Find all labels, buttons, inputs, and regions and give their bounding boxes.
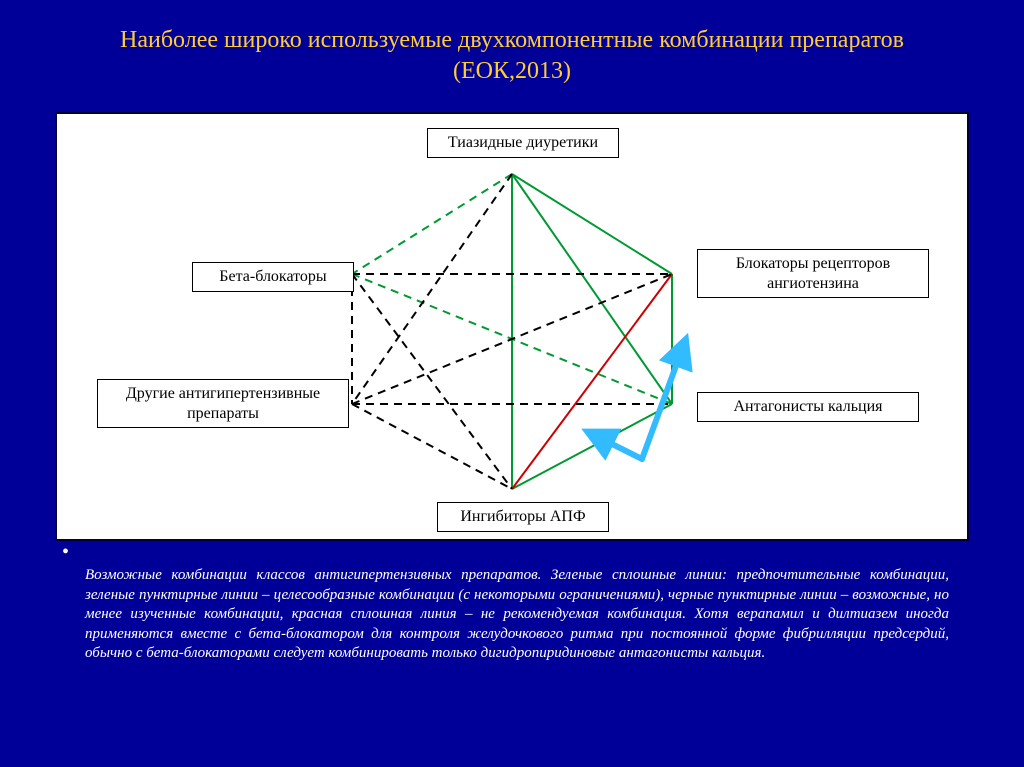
diagram-container: Тиазидные диуретики Блокаторы рецепторов … xyxy=(55,112,969,541)
node-label-top: Тиазидные диуретики xyxy=(427,128,619,157)
bullet-icon: • xyxy=(62,541,69,564)
node-label-tl: Бета-блокаторы xyxy=(192,262,354,291)
edge-top-br xyxy=(512,174,672,404)
highlight-arrow-0 xyxy=(642,344,684,459)
edge-bl-bottom xyxy=(352,404,512,489)
node-label-bl: Другие антигипертензивные препараты xyxy=(97,379,349,427)
edge-top-bl xyxy=(352,174,512,404)
node-label-tr: Блокаторы рецепторов ангиотензина xyxy=(697,249,929,297)
page-title: Наиболее широко используемые двухкомпоне… xyxy=(0,0,1024,97)
caption-text: Возможные комбинации классов антигиперте… xyxy=(0,541,1024,664)
node-label-br: Антагонисты кальция xyxy=(697,392,919,421)
node-label-bottom: Ингибиторы АПФ xyxy=(437,502,609,531)
highlight-arrow-1 xyxy=(592,434,642,459)
edge-top-tl xyxy=(352,174,512,274)
edge-top-tr xyxy=(512,174,672,274)
network-svg xyxy=(57,114,967,539)
